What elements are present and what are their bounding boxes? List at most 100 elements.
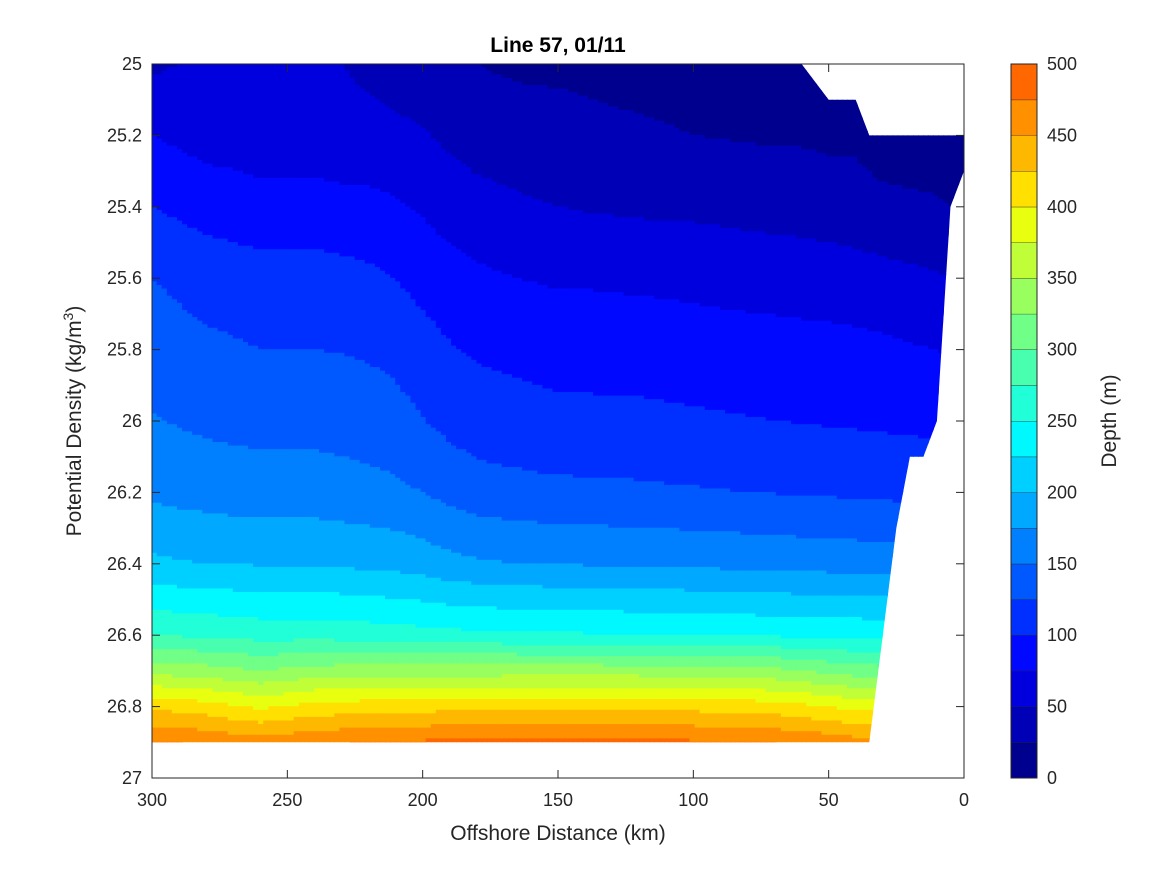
contour-band-cell — [466, 452, 473, 515]
contour-band-cell — [704, 224, 711, 308]
contour-band-cell — [796, 538, 802, 572]
contour-band-cell — [451, 506, 457, 554]
contour-band-cell — [867, 638, 874, 654]
contour-band-cell — [740, 741, 747, 743]
contour-band-cell — [765, 570, 772, 593]
contour-band-cell — [400, 699, 407, 715]
contour-band-cell — [623, 645, 630, 658]
contour-band-cell — [537, 85, 544, 201]
contour-band-cell — [679, 484, 686, 533]
contour-band-cell — [283, 641, 290, 654]
contour-band-cell — [293, 566, 300, 593]
contour-band-cell — [319, 349, 325, 454]
contour-band-cell — [517, 709, 523, 725]
contour-band-cell — [537, 524, 544, 565]
contour-band-cell — [643, 613, 650, 636]
contour-band-cell — [725, 570, 731, 593]
contour-band-cell — [709, 138, 716, 226]
contour-band-cell — [755, 713, 762, 729]
contour-band-cell — [735, 741, 742, 743]
contour-band-cell — [390, 652, 396, 665]
contour-band-cell — [187, 713, 193, 729]
contour-band-cell — [877, 499, 884, 543]
contour-band-cell — [171, 649, 178, 665]
contour-band-cell — [699, 656, 706, 668]
contour-band-cell — [400, 663, 407, 679]
contour-band-cell — [714, 656, 721, 668]
contour-band-cell — [841, 574, 848, 597]
contour-band-cell — [171, 299, 178, 425]
contour-band-cell — [943, 202, 950, 276]
contour-band-cell — [258, 349, 265, 450]
contour-band-cell — [603, 102, 610, 215]
contour-band-cell — [501, 699, 508, 711]
contour-band-cell — [425, 641, 432, 654]
contour-band-cell — [796, 570, 802, 597]
contour-band-cell — [547, 656, 554, 665]
contour-band-cell — [730, 591, 737, 615]
contour-band-cell — [816, 424, 823, 497]
contour-band-cell — [846, 324, 853, 429]
colorbar-swatch — [1011, 456, 1037, 493]
contour-band-cell — [582, 709, 589, 725]
contour-band-cell — [562, 88, 569, 208]
contour-band-cell — [643, 688, 650, 700]
contour-band-cell — [659, 688, 665, 700]
contour-band-cell — [862, 724, 868, 740]
contour-band-cell — [379, 677, 386, 690]
contour-band-cell — [664, 738, 671, 743]
contour-band-cell — [506, 645, 513, 654]
contour-band-cell — [780, 691, 787, 704]
contour-band-cell — [669, 677, 676, 690]
contour-band-cell — [334, 620, 341, 643]
contour-band-cell — [755, 492, 762, 536]
contour-band-cell — [532, 64, 539, 86]
contour-band-cell — [730, 677, 737, 690]
contour-band-cell — [577, 709, 584, 725]
contour-band-cell — [227, 64, 234, 168]
contour-band-cell — [268, 681, 275, 697]
contour-band-cell — [745, 313, 752, 418]
contour-band-cell — [232, 666, 239, 683]
contour-band-cell — [775, 570, 782, 593]
contour-band-cell — [329, 716, 336, 732]
contour-band-cell — [237, 616, 244, 640]
contour-band-cell — [694, 224, 701, 304]
contour-band-cell — [359, 620, 366, 643]
contour-band-cell — [445, 709, 452, 725]
contour-band-cell — [796, 681, 802, 693]
contour-band-cell — [648, 295, 655, 400]
contour-band-cell — [461, 709, 468, 725]
contour-band-cell — [872, 688, 879, 700]
contour-band-cell — [349, 713, 356, 729]
contour-band-cell — [760, 616, 767, 636]
contour-band-cell — [537, 631, 544, 647]
contour-band-cell — [872, 331, 879, 433]
contour-band-cell — [801, 702, 808, 718]
contour-band-cell — [679, 220, 686, 304]
contour-band-cell — [811, 659, 818, 672]
contour-band-cell — [385, 192, 391, 276]
contour-band-cell — [476, 174, 483, 265]
contour-band-cell — [704, 488, 711, 533]
contour-band-cell — [319, 64, 325, 179]
contour-band-cell — [227, 616, 234, 640]
contour-band-cell — [709, 64, 716, 140]
contour-band-cell — [517, 688, 523, 700]
contour-band-cell — [303, 702, 310, 718]
contour-band-cell — [152, 727, 158, 743]
contour-band-cell — [796, 145, 802, 240]
contour-band-cell — [242, 563, 249, 593]
contour-band-cell — [684, 645, 691, 658]
contour-band-cell — [308, 591, 315, 622]
contour-band-cell — [400, 481, 407, 533]
contour-band-cell — [659, 299, 665, 400]
contour-band-cell — [811, 684, 818, 697]
contour-band-cell — [263, 681, 270, 697]
contour-band-cell — [785, 145, 792, 236]
contour-band-cell — [740, 727, 747, 743]
contour-band-cell — [374, 267, 381, 368]
contour-band-cell — [638, 709, 645, 725]
contour-band-cell — [537, 724, 544, 740]
contour-band-cell — [628, 395, 635, 479]
